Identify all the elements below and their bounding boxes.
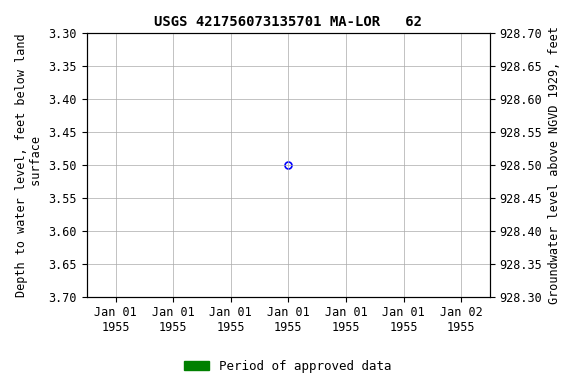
Y-axis label: Groundwater level above NGVD 1929, feet: Groundwater level above NGVD 1929, feet [548, 26, 561, 304]
Legend: Period of approved data: Period of approved data [179, 355, 397, 378]
Y-axis label: Depth to water level, feet below land
 surface: Depth to water level, feet below land su… [15, 33, 43, 297]
Title: USGS 421756073135701 MA-LOR   62: USGS 421756073135701 MA-LOR 62 [154, 15, 422, 29]
